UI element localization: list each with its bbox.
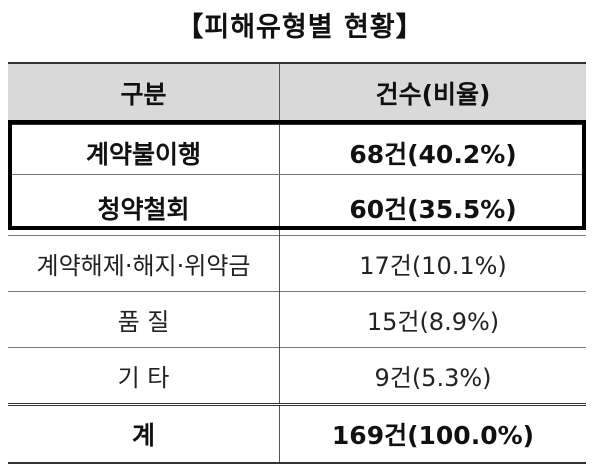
row-count: 60건(35.5%) xyxy=(279,180,586,236)
row-count: 15건(8.9%) xyxy=(279,291,586,348)
table-header-row: 구분 건수(비율) xyxy=(8,62,586,125)
row-count: 68건(40.2%) xyxy=(279,123,586,180)
page-title: 【피해유형별 현황】 xyxy=(176,12,424,43)
table-row: 계약불이행 68건(40.2%) xyxy=(8,123,586,180)
row-count: 17건(10.1%) xyxy=(279,235,586,292)
row-count: 9건(5.3%) xyxy=(279,347,586,405)
total-row: 계 169건(100.0%) xyxy=(8,403,586,464)
table-row: 계약해제·해지·위약금 17건(10.1%) xyxy=(8,235,586,292)
table-row: 기 타 9건(5.3%) xyxy=(8,347,586,405)
row-category: 청약철회 xyxy=(97,194,190,224)
table-row: 청약철회 60건(35.5%) xyxy=(8,180,586,236)
header-count: 건수(비율) xyxy=(279,62,586,125)
row-category: 기 타 xyxy=(8,347,280,405)
row-category: 계약해제·해지·위약금 xyxy=(8,235,280,292)
table-row: 품 질 15건(8.9%) xyxy=(8,291,586,348)
highlight-row-divider xyxy=(8,174,586,175)
row-category: 계약불이행 xyxy=(85,139,201,169)
row-category: 품 질 xyxy=(8,291,280,348)
damage-type-table: 구분 건수(비율) 계약불이행 68건(40.2%) 청약철회 60건(35.5… xyxy=(8,62,586,464)
header-category: 구분 xyxy=(8,62,280,125)
total-count: 169건(100.0%) xyxy=(279,403,586,464)
total-category: 계 xyxy=(8,403,280,464)
